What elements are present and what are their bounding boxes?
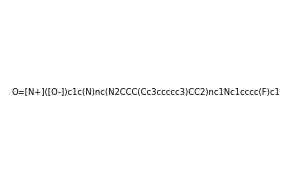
Text: O=[N+]([O-])c1c(N)nc(N2CCC(Cc3ccccc3)CC2)nc1Nc1cccc(F)c1: O=[N+]([O-])c1c(N)nc(N2CCC(Cc3ccccc3)CC2…: [12, 88, 280, 97]
